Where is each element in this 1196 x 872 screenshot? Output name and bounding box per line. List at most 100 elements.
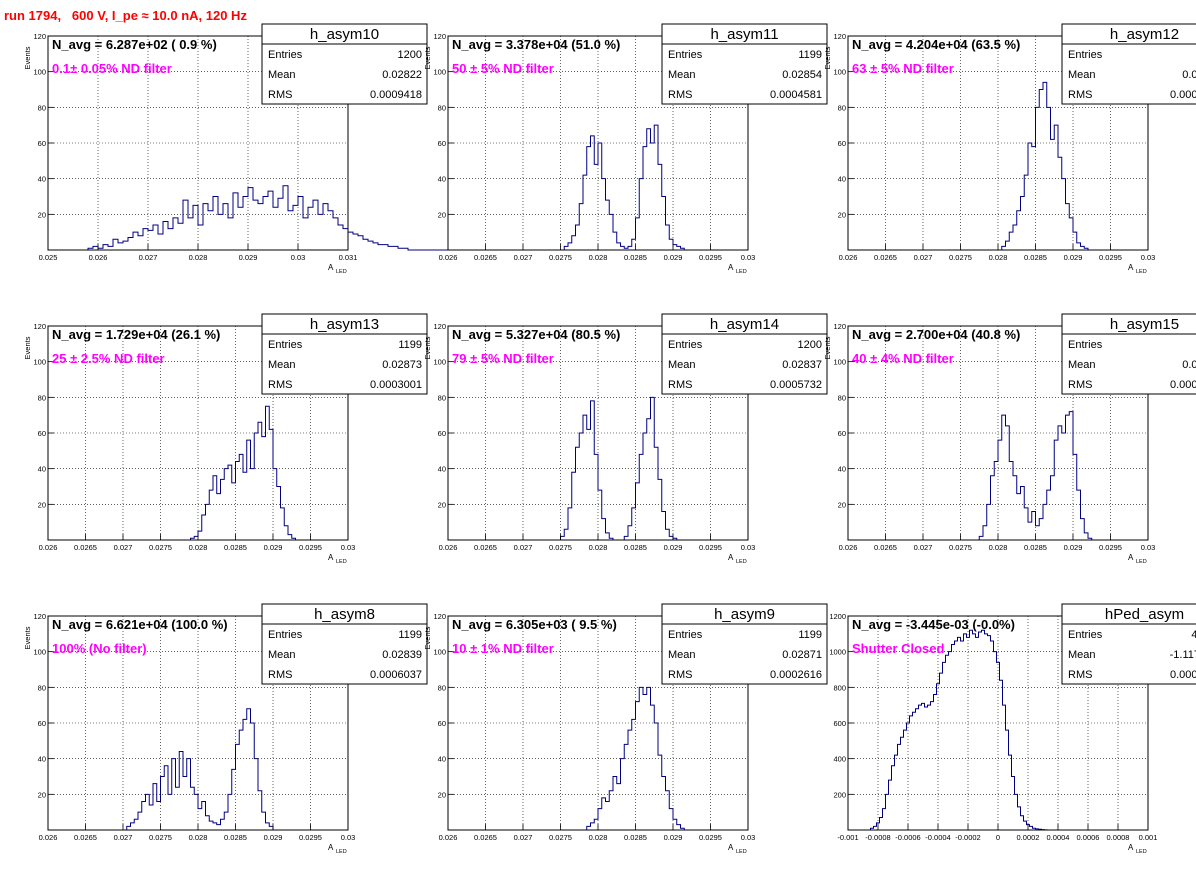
stats-mean-value: -1.117e-05 xyxy=(1170,649,1196,661)
histogram-series xyxy=(87,185,448,251)
stats-rms-label: RMS xyxy=(268,379,292,391)
stats-mean-value: 0.02837 xyxy=(782,359,822,371)
histogram-name: h_asym11 xyxy=(710,26,778,43)
stats-mean-value: 0.02839 xyxy=(382,649,422,661)
histogram-panel-h_asym15: 0.026 0.0265 0.027 0.0275 0.028 0.0285 0.029 0.… xyxy=(823,313,1196,565)
stats-mean-label: Mean xyxy=(1068,69,1096,81)
stats-entries-value: 45822 xyxy=(1191,629,1196,641)
filter-annotation: 50 ± 5% ND filter xyxy=(452,61,554,76)
x-tick-label: 0.029 xyxy=(239,253,258,262)
x-tick-label: 0.0002 xyxy=(1017,833,1040,842)
x-tick-label: 0.025 xyxy=(39,253,58,262)
stats-mean-label: Mean xyxy=(668,69,696,81)
y-tick-label: 60 xyxy=(38,719,46,728)
y-axis-label: Events xyxy=(23,336,32,359)
x-tick-label: 0.0295 xyxy=(1099,543,1122,552)
x-axis-label: A xyxy=(728,263,734,272)
x-tick-label: 0.029 xyxy=(664,833,683,842)
y-tick-label: 80 xyxy=(438,393,446,402)
x-axis-label-subscript: LED xyxy=(1136,559,1147,565)
y-tick-label: 60 xyxy=(438,429,446,438)
x-axis-label: A xyxy=(1128,263,1134,272)
y-axis-label: Events xyxy=(423,46,432,69)
histogram-name: h_asym8 xyxy=(314,606,375,623)
stats-entries-label: Entries xyxy=(668,49,703,61)
stats-rms-value: 0.0004322 xyxy=(1170,379,1196,391)
y-tick-label: 100 xyxy=(33,68,46,77)
y-tick-label: 120 xyxy=(33,322,46,331)
x-axis-label-subscript: LED xyxy=(1136,269,1147,275)
stats-mean-label: Mean xyxy=(268,649,296,661)
navg-label: N_avg = 5.327e+04 (80.5 %) xyxy=(452,327,620,342)
y-tick-label: 120 xyxy=(433,322,446,331)
filter-annotation: Shutter Closed xyxy=(852,641,945,656)
y-tick-label: 100 xyxy=(833,68,846,77)
x-tick-label: 0.03 xyxy=(341,833,356,842)
y-tick-label: 1200 xyxy=(829,612,846,621)
x-tick-label: 0.0265 xyxy=(474,253,497,262)
run-title: run 1794, 600 V, I_pe ≈ 10.0 nA, 120 Hz xyxy=(4,8,247,23)
y-axis-label: Events xyxy=(423,336,432,359)
x-tick-label: 0.028 xyxy=(589,833,608,842)
x-tick-label: 0.028 xyxy=(589,253,608,262)
y-tick-label: 20 xyxy=(438,790,446,799)
x-tick-label: 0.0285 xyxy=(224,543,247,552)
y-tick-label: 40 xyxy=(438,465,446,474)
histogram-panel-h_asym8: 0.026 0.0265 0.027 0.0275 0.028 0.0285 0.029 0.… xyxy=(23,603,428,855)
histogram-panel-h_asym14: 0.026 0.0265 0.027 0.0275 0.028 0.0285 0.029 0.… xyxy=(423,313,828,565)
x-axis-label-subscript: LED xyxy=(1136,849,1147,855)
stats-rms-label: RMS xyxy=(1068,89,1092,101)
x-tick-label: 0.0265 xyxy=(474,833,497,842)
x-tick-label: 0.028 xyxy=(989,543,1008,552)
stats-entries-label: Entries xyxy=(268,49,303,61)
stats-mean-label: Mean xyxy=(268,69,296,81)
x-tick-label: 0.026 xyxy=(39,543,58,552)
x-tick-label: 0.0295 xyxy=(699,253,722,262)
stats-entries-value: 1199 xyxy=(798,629,822,641)
x-tick-label: 0.0275 xyxy=(149,833,172,842)
x-tick-label: 0.03 xyxy=(741,833,756,842)
stats-rms-value: 0.0009418 xyxy=(370,89,422,101)
stats-entries-label: Entries xyxy=(1068,629,1103,641)
x-axis-label-subscript: LED xyxy=(736,849,747,855)
histogram-name: h_asym12 xyxy=(1110,26,1179,43)
y-tick-label: 20 xyxy=(838,500,846,509)
y-tick-label: 40 xyxy=(838,175,846,184)
y-tick-label: 1000 xyxy=(829,648,846,657)
stats-rms-value: 0.0006037 xyxy=(370,669,422,681)
filter-annotation: 100% (No filter) xyxy=(52,641,147,656)
stats-rms-value: 0.0002616 xyxy=(770,669,822,681)
filter-annotation: 0.1± 0.05% ND filter xyxy=(52,61,172,76)
y-tick-label: 60 xyxy=(438,719,446,728)
stats-mean-value: 0.02822 xyxy=(382,69,422,81)
y-tick-label: 100 xyxy=(433,648,446,657)
x-axis-label: A xyxy=(1128,843,1134,852)
stats-box xyxy=(661,333,828,395)
x-tick-label: 0.027 xyxy=(139,253,158,262)
navg-label: N_avg = 3.378e+04 (51.0 %) xyxy=(452,37,620,52)
x-tick-label: 0.028 xyxy=(189,543,208,552)
stats-mean-value: 0.02854 xyxy=(782,69,822,81)
x-tick-label: 0.0265 xyxy=(74,833,97,842)
x-tick-label: 0.03 xyxy=(741,543,756,552)
y-tick-label: 20 xyxy=(438,500,446,509)
stats-rms-label: RMS xyxy=(1068,669,1092,681)
x-tick-label: 0.029 xyxy=(264,543,283,552)
y-tick-label: 120 xyxy=(33,32,46,41)
stats-box xyxy=(261,333,428,395)
stats-entries-label: Entries xyxy=(668,629,703,641)
filter-annotation: 40 ± 4% ND filter xyxy=(852,351,954,366)
stats-mean-value: 0.02862 xyxy=(1182,359,1196,371)
x-tick-label: 0.027 xyxy=(114,833,133,842)
x-tick-label: 0.029 xyxy=(664,253,683,262)
y-tick-label: 600 xyxy=(833,719,846,728)
x-tick-label: 0.0285 xyxy=(224,833,247,842)
y-tick-label: 80 xyxy=(438,103,446,112)
histogram-panel-h_asym12: 0.026 0.0265 0.027 0.0275 0.028 0.0285 0.029 0.… xyxy=(823,23,1196,275)
x-tick-label: 0.026 xyxy=(439,833,458,842)
x-tick-label: 0.03 xyxy=(1141,253,1156,262)
x-tick-label: 0.026 xyxy=(39,833,58,842)
y-axis-label: Events xyxy=(823,336,832,359)
x-tick-label: 0.0008 xyxy=(1107,833,1130,842)
y-tick-label: 40 xyxy=(38,175,46,184)
